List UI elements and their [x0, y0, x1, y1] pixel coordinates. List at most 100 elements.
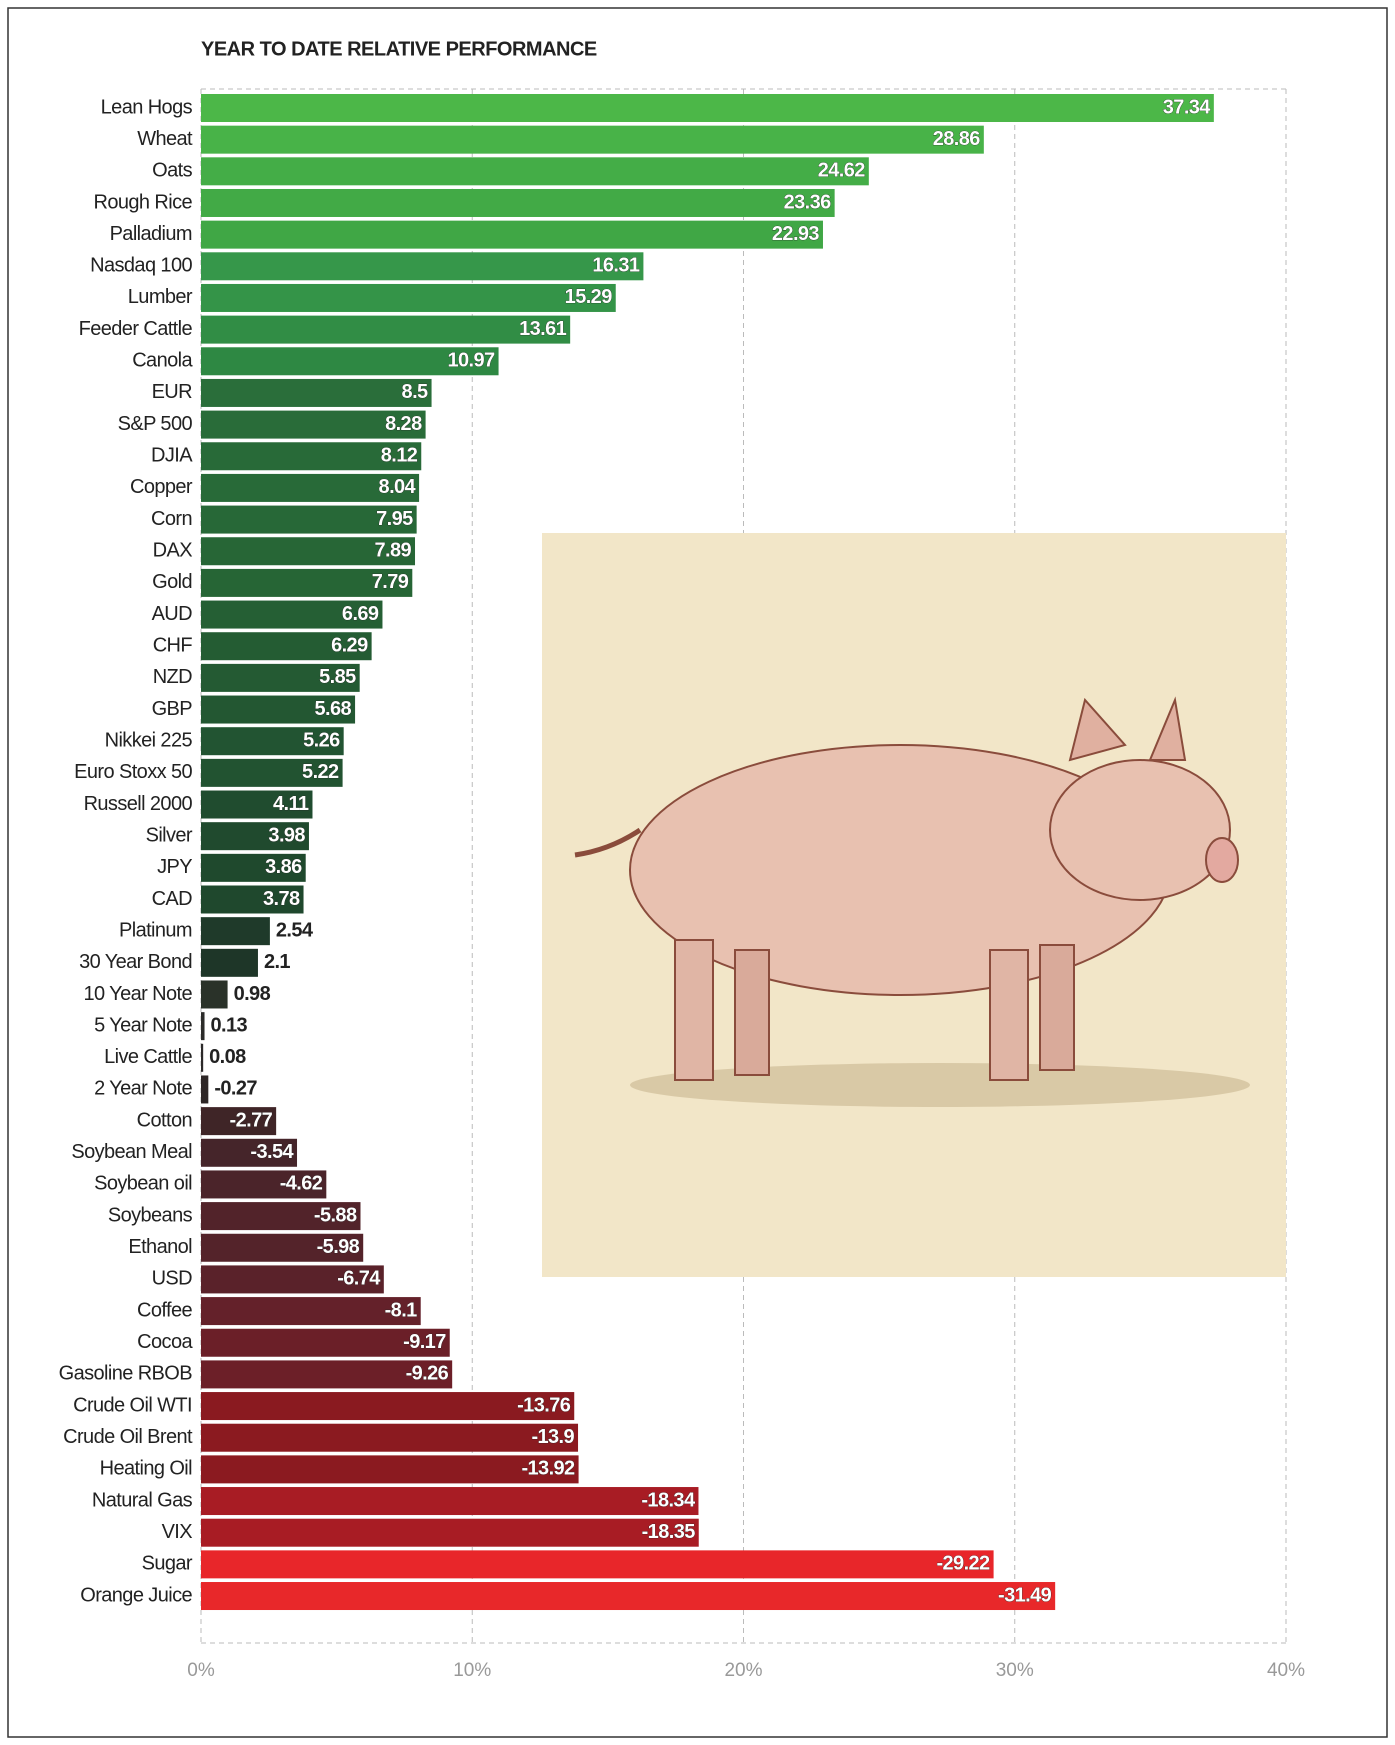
- category-label: Euro Stoxx 50: [74, 761, 192, 783]
- value-label: 6.29: [331, 635, 368, 657]
- bar: [201, 758, 343, 787]
- value-label: 7.95: [376, 508, 413, 530]
- category-label: Soybeans: [108, 1204, 193, 1226]
- category-label: Cotton: [137, 1109, 192, 1131]
- category-label: Orange Juice: [80, 1584, 192, 1606]
- category-label: Copper: [130, 476, 193, 498]
- category-label: JPY: [157, 856, 192, 878]
- chart-title: YEAR TO DATE RELATIVE PERFORMANCE: [201, 38, 597, 60]
- bar: [201, 1012, 205, 1041]
- value-label: 16.31: [592, 255, 640, 277]
- bar: [201, 1075, 209, 1104]
- category-label: 2 Year Note: [94, 1078, 192, 1100]
- bar: [201, 1487, 699, 1516]
- value-label: 7.79: [372, 571, 409, 593]
- category-label: Sugar: [142, 1553, 193, 1575]
- pig-illustration: [542, 533, 1286, 1277]
- bar: [201, 948, 258, 977]
- category-label: DJIA: [151, 445, 193, 467]
- bar: [201, 663, 360, 692]
- bar: [201, 442, 422, 471]
- category-label: Platinum: [119, 919, 192, 941]
- bar: [201, 410, 426, 439]
- category-label: Russell 2000: [84, 793, 193, 815]
- value-label: 5.26: [303, 729, 340, 751]
- bar: [201, 885, 304, 914]
- bar: [201, 1455, 579, 1484]
- category-label: Coffee: [137, 1299, 192, 1321]
- value-label: 8.04: [379, 476, 417, 498]
- value-label: 23.36: [784, 191, 832, 213]
- value-label: -9.17: [403, 1331, 446, 1353]
- value-label: -18.35: [642, 1521, 696, 1543]
- category-label: Soybean Meal: [71, 1141, 192, 1163]
- category-label: USD: [152, 1268, 193, 1290]
- bar: [201, 853, 306, 882]
- value-label: -0.27: [214, 1078, 257, 1100]
- bar: [201, 1518, 699, 1547]
- value-label: 10.97: [447, 350, 495, 372]
- category-label: Lumber: [128, 286, 193, 308]
- value-label: 0.13: [211, 1014, 248, 1036]
- value-label: 15.29: [565, 286, 613, 308]
- bar: [201, 473, 420, 502]
- bar: [201, 125, 984, 154]
- bar: [201, 600, 383, 629]
- category-label: Nikkei 225: [105, 729, 193, 751]
- category-label: Ethanol: [128, 1236, 192, 1258]
- bar: [201, 1265, 384, 1294]
- bar: [201, 727, 344, 756]
- bar: [201, 1423, 579, 1452]
- value-label: 5.85: [319, 666, 356, 688]
- value-label: 8.12: [381, 445, 418, 467]
- category-label: Soybean oil: [94, 1173, 192, 1195]
- bar: [201, 157, 869, 186]
- bar: [201, 1170, 327, 1199]
- bar: [201, 917, 270, 946]
- value-label: 5.68: [315, 698, 352, 720]
- value-label: -2.77: [230, 1109, 273, 1131]
- value-label: 22.93: [772, 223, 820, 245]
- value-label: 2.1: [264, 951, 290, 973]
- category-label: Natural Gas: [92, 1489, 193, 1511]
- category-label: Palladium: [110, 223, 192, 245]
- value-label: -8.1: [385, 1299, 418, 1321]
- bar: [201, 1550, 994, 1579]
- value-label: -6.74: [337, 1268, 381, 1290]
- value-label: -3.54: [250, 1141, 294, 1163]
- bar: [201, 1107, 277, 1136]
- bar: [201, 505, 417, 534]
- category-label: Wheat: [137, 128, 193, 150]
- category-label: Nasdaq 100: [90, 255, 192, 277]
- category-label: 5 Year Note: [94, 1014, 192, 1036]
- category-label: Silver: [146, 824, 193, 846]
- value-label: 3.86: [265, 856, 302, 878]
- value-label: -5.88: [314, 1204, 357, 1226]
- bar: [201, 1297, 421, 1326]
- category-label: Crude Oil WTI: [73, 1394, 192, 1416]
- category-label: Rough Rice: [93, 191, 192, 213]
- bar: [201, 315, 571, 344]
- value-label: 4.11: [273, 793, 309, 815]
- bar: [201, 1138, 298, 1167]
- bar: [201, 1202, 361, 1231]
- category-label: Heating Oil: [100, 1458, 192, 1480]
- value-label: -13.76: [517, 1394, 571, 1416]
- bar: [201, 347, 499, 376]
- bar: [201, 378, 432, 407]
- value-label: -18.34: [641, 1489, 696, 1511]
- value-label: 8.5: [402, 381, 428, 403]
- value-label: 6.69: [342, 603, 379, 625]
- bar: [201, 695, 356, 724]
- value-label: 8.28: [385, 413, 422, 435]
- category-label: Oats: [152, 160, 192, 182]
- category-label: Feeder Cattle: [79, 318, 193, 340]
- value-label: -13.92: [521, 1458, 575, 1480]
- category-label: NZD: [153, 666, 192, 688]
- bar: [201, 537, 416, 566]
- value-label: -4.62: [280, 1173, 323, 1195]
- category-label: VIX: [162, 1521, 193, 1543]
- category-label: Corn: [151, 508, 192, 530]
- category-label: Live Cattle: [104, 1046, 192, 1068]
- value-label: 3.98: [268, 824, 305, 846]
